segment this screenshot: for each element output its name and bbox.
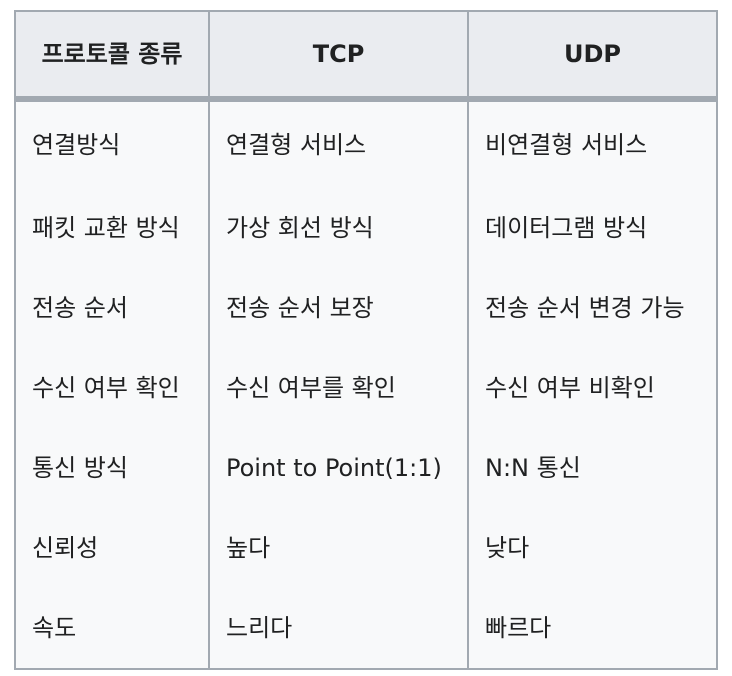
row-label: 속도 xyxy=(14,588,210,669)
tcp-cell: 연결형 서비스 xyxy=(208,99,469,188)
table-header: 프로토콜 종류 TCP UDP xyxy=(14,11,718,102)
udp-cell: 수신 여부 비확인 xyxy=(467,348,718,428)
table-row: 연결방식 연결형 서비스 비연결형 서비스 xyxy=(14,99,718,188)
udp-cell: N:N 통신 xyxy=(467,428,718,508)
row-label: 신뢰성 xyxy=(14,508,210,588)
table-body: 연결방식 연결형 서비스 비연결형 서비스 패킷 교환 방식 가상 회선 방식 … xyxy=(14,99,718,669)
row-label: 수신 여부 확인 xyxy=(14,348,210,428)
tcp-cell: 수신 여부를 확인 xyxy=(208,348,469,428)
tcp-cell: 높다 xyxy=(208,508,469,588)
table-row: 수신 여부 확인 수신 여부를 확인 수신 여부 비확인 xyxy=(14,348,718,428)
table-row: 패킷 교환 방식 가상 회선 방식 데이터그램 방식 xyxy=(14,188,718,268)
tcp-cell: 전송 순서 보장 xyxy=(208,268,469,348)
udp-cell: 전송 순서 변경 가능 xyxy=(467,268,718,348)
header-row: 프로토콜 종류 TCP UDP xyxy=(14,11,718,102)
comparison-table: 프로토콜 종류 TCP UDP 연결방식 연결형 서비스 비연결형 서비스 패킷… xyxy=(14,10,718,670)
tcp-cell: 느리다 xyxy=(208,588,469,669)
udp-cell: 비연결형 서비스 xyxy=(467,99,718,188)
header-tcp: TCP xyxy=(208,11,469,102)
udp-cell: 빠르다 xyxy=(467,588,718,669)
table-row: 속도 느리다 빠르다 xyxy=(14,588,718,669)
table-row: 통신 방식 Point to Point(1:1) N:N 통신 xyxy=(14,428,718,508)
udp-cell: 데이터그램 방식 xyxy=(467,188,718,268)
table-row: 전송 순서 전송 순서 보장 전송 순서 변경 가능 xyxy=(14,268,718,348)
row-label: 연결방식 xyxy=(14,99,210,188)
row-label: 통신 방식 xyxy=(14,428,210,508)
header-protocol-type: 프로토콜 종류 xyxy=(14,11,210,102)
row-label: 전송 순서 xyxy=(14,268,210,348)
header-udp: UDP xyxy=(467,11,718,102)
row-label: 패킷 교환 방식 xyxy=(14,188,210,268)
table-row: 신뢰성 높다 낮다 xyxy=(14,508,718,588)
udp-cell: 낮다 xyxy=(467,508,718,588)
tcp-cell: 가상 회선 방식 xyxy=(208,188,469,268)
tcp-cell: Point to Point(1:1) xyxy=(208,428,469,508)
